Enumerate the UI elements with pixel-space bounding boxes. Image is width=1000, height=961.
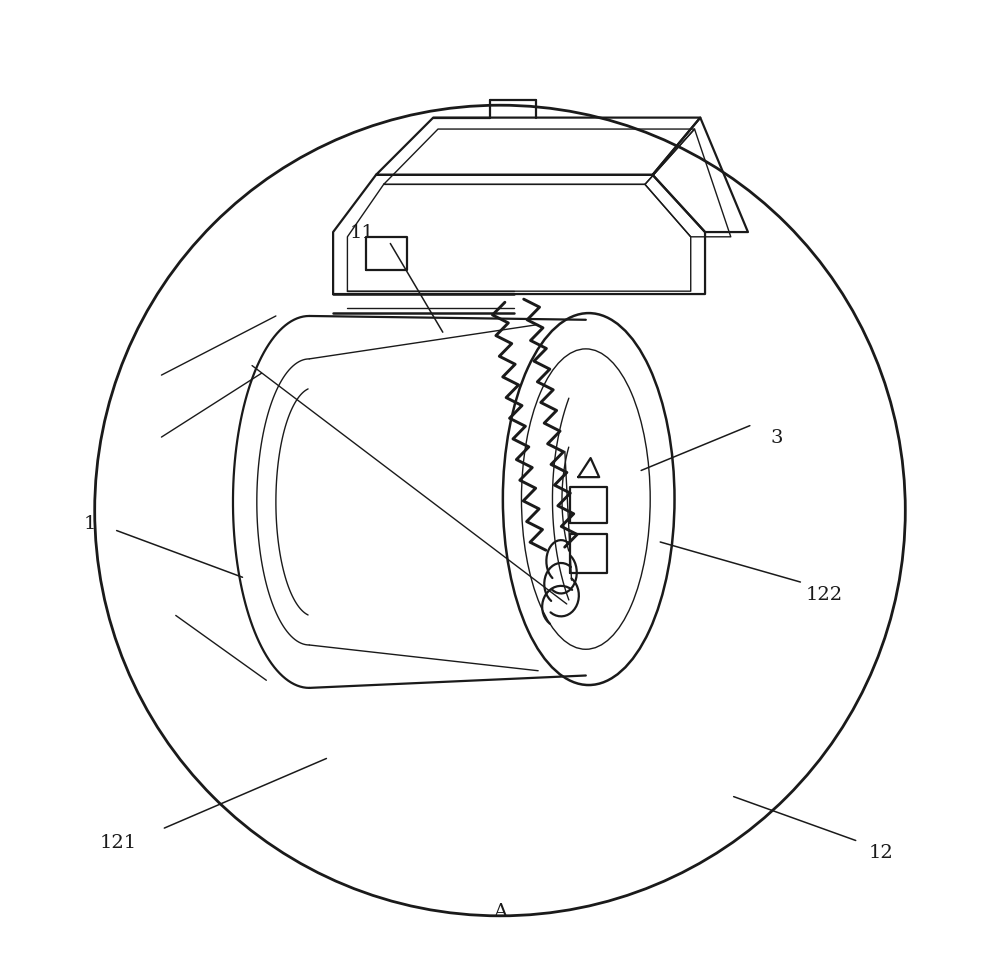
Text: 12: 12 bbox=[869, 843, 894, 861]
Text: 11: 11 bbox=[349, 224, 374, 242]
Text: 3: 3 bbox=[770, 429, 783, 447]
Text: 121: 121 bbox=[100, 833, 137, 851]
Text: 1: 1 bbox=[84, 514, 96, 532]
Text: 122: 122 bbox=[806, 586, 843, 604]
Text: A: A bbox=[493, 902, 507, 920]
